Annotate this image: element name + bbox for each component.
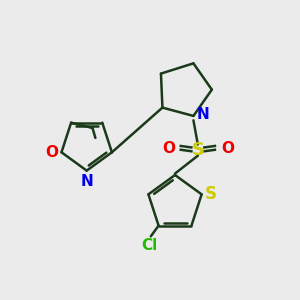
Text: O: O: [221, 141, 234, 156]
Text: O: O: [46, 145, 59, 160]
Text: S: S: [191, 141, 204, 159]
Text: O: O: [162, 141, 175, 156]
Text: N: N: [80, 174, 93, 189]
Text: S: S: [205, 185, 217, 203]
Text: Cl: Cl: [141, 238, 158, 253]
Text: N: N: [197, 107, 210, 122]
